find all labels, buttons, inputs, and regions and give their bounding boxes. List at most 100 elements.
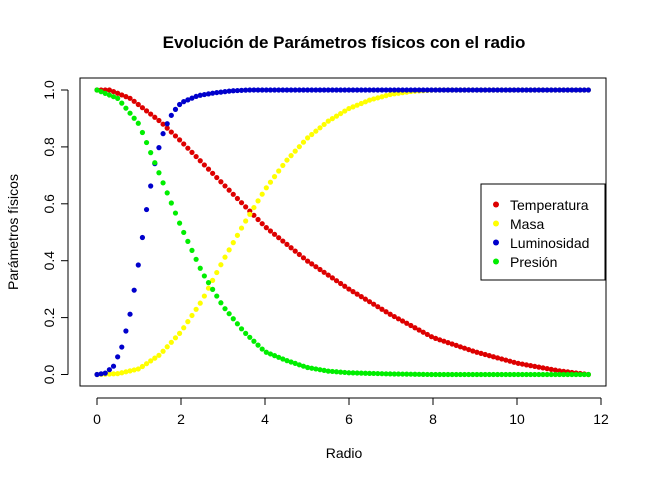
data-point xyxy=(197,300,203,306)
data-point xyxy=(379,87,385,93)
data-point xyxy=(470,87,476,93)
series-presión xyxy=(94,87,592,378)
data-point xyxy=(300,255,307,261)
data-point xyxy=(449,87,455,93)
data-point xyxy=(189,95,195,101)
data-point xyxy=(358,100,364,107)
data-point xyxy=(164,190,170,196)
data-point xyxy=(309,365,315,371)
data-point xyxy=(218,89,224,95)
data-point xyxy=(445,340,451,346)
data-point xyxy=(259,346,265,352)
data-point xyxy=(561,371,567,378)
data-point xyxy=(210,286,216,292)
data-point xyxy=(267,179,274,185)
data-point xyxy=(494,87,501,93)
data-point xyxy=(135,101,141,108)
data-point xyxy=(230,316,236,322)
data-point xyxy=(507,371,513,378)
data-point xyxy=(210,277,216,283)
data-point xyxy=(288,153,294,159)
data-point xyxy=(466,87,472,93)
data-point xyxy=(366,299,373,305)
data-point xyxy=(164,121,170,127)
data-point xyxy=(350,370,356,376)
data-point xyxy=(276,354,282,360)
data-point xyxy=(271,87,278,93)
y-axis-label: Parámetros físicos xyxy=(5,174,21,290)
data-point xyxy=(143,139,150,146)
data-point xyxy=(197,265,203,271)
data-point xyxy=(445,371,451,378)
data-point xyxy=(321,367,327,373)
data-point xyxy=(305,364,311,371)
legend-label: Temperatura xyxy=(510,197,589,213)
data-point xyxy=(317,367,323,373)
data-point xyxy=(540,365,546,371)
data-point xyxy=(556,368,563,374)
data-point xyxy=(391,91,397,97)
data-point xyxy=(234,321,240,327)
data-point xyxy=(123,369,129,375)
data-point xyxy=(515,360,521,366)
data-point xyxy=(478,87,484,93)
data-point xyxy=(172,106,179,112)
y-tick-label: 0.8 xyxy=(41,137,57,157)
data-point xyxy=(106,87,112,93)
data-point xyxy=(98,371,104,377)
data-point xyxy=(523,362,530,368)
data-point xyxy=(548,87,554,93)
data-point xyxy=(156,170,162,176)
data-point xyxy=(329,116,335,122)
data-point xyxy=(243,330,249,336)
data-point xyxy=(453,87,459,93)
data-point xyxy=(503,357,509,363)
data-point xyxy=(565,87,571,93)
data-point xyxy=(143,361,150,367)
data-point xyxy=(210,170,216,176)
data-point xyxy=(160,180,166,186)
data-point xyxy=(205,166,212,172)
data-point xyxy=(404,87,410,93)
data-point xyxy=(259,221,265,227)
data-point xyxy=(445,87,451,93)
y-tick-label: 0.2 xyxy=(41,308,57,328)
data-point xyxy=(338,87,344,93)
data-point xyxy=(288,245,294,251)
data-point xyxy=(106,92,112,98)
data-point xyxy=(284,87,290,93)
data-point xyxy=(366,97,373,103)
x-axis-label: Radio xyxy=(326,445,363,461)
data-point xyxy=(164,344,170,350)
data-point xyxy=(478,371,484,378)
data-point xyxy=(102,370,108,376)
data-point xyxy=(466,346,472,353)
data-point xyxy=(333,113,340,119)
data-point xyxy=(313,87,319,93)
data-point xyxy=(523,87,530,93)
data-point xyxy=(441,338,447,344)
data-point xyxy=(172,335,179,341)
data-point xyxy=(453,342,459,348)
data-point xyxy=(143,206,150,213)
data-point xyxy=(515,87,521,93)
data-point xyxy=(585,87,592,93)
data-point xyxy=(399,87,406,93)
data-point xyxy=(172,133,179,139)
data-point xyxy=(329,275,335,281)
data-point xyxy=(383,309,389,315)
data-point xyxy=(176,137,183,143)
data-point xyxy=(544,87,550,93)
data-point xyxy=(226,88,232,94)
series-temperatura xyxy=(94,87,592,378)
data-point xyxy=(395,316,402,322)
legend-marker xyxy=(493,201,499,208)
data-point xyxy=(284,241,290,247)
data-point xyxy=(437,337,443,343)
data-point xyxy=(139,363,146,370)
data-point xyxy=(375,370,381,377)
data-point xyxy=(317,87,323,93)
data-point xyxy=(226,247,232,253)
data-point xyxy=(263,87,269,93)
data-point xyxy=(503,87,509,93)
